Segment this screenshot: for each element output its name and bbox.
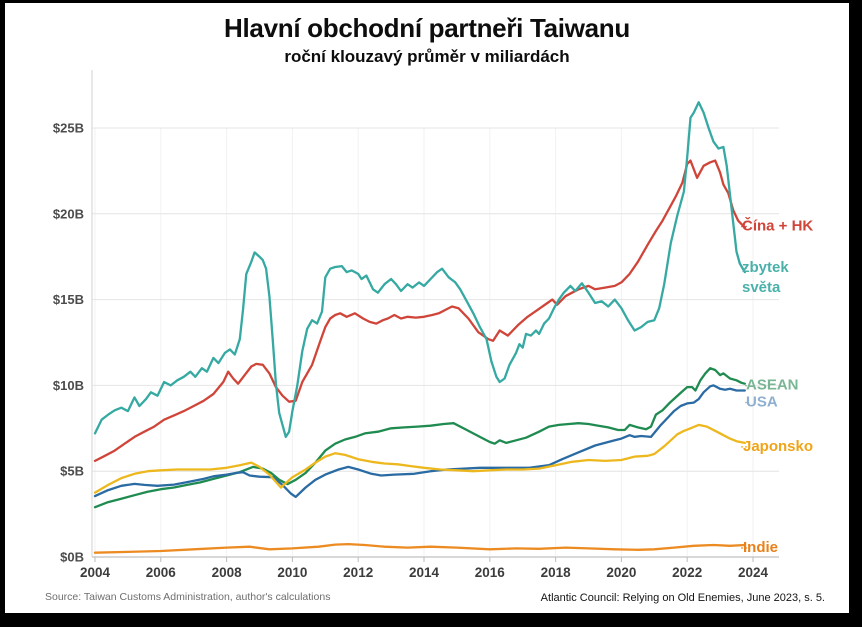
series-line-zbytek-sveta — [93, 101, 746, 439]
x-tick-label: 2006 — [146, 565, 177, 580]
x-tick-label: 2018 — [541, 565, 572, 580]
series-label-indie: Indie — [743, 539, 778, 556]
y-tick-label: $5B — [60, 464, 84, 479]
page-frame: Hlavní obchodní partneři Taiwanu roční k… — [5, 3, 849, 613]
x-tick-label: 2016 — [475, 565, 506, 580]
chart-title: Hlavní obchodní partneři Taiwanu — [224, 13, 630, 43]
series-label-japonsko: Japonsko — [743, 438, 813, 455]
y-tick-label: $20B — [53, 206, 84, 221]
series-label-cina-hk: Čína + HK — [742, 217, 813, 235]
x-tick-label: 2008 — [212, 565, 243, 580]
y-tick-label: $0B — [60, 550, 84, 565]
y-tick-label: $25B — [53, 121, 84, 136]
series-label-zbytek-sveta: světa — [742, 279, 781, 296]
x-tick-label: 2014 — [409, 565, 440, 580]
series-line-indie — [93, 542, 746, 554]
series-line-cina-hk — [93, 159, 746, 463]
source-note: Source: Taiwan Customs Administration, a… — [45, 591, 331, 603]
x-tick-label: 2020 — [606, 565, 636, 580]
chart-subtitle: roční klouzavý průměr v miliardách — [284, 47, 570, 66]
x-tick-label: 2024 — [738, 565, 769, 580]
series-label-zbytek-sveta: zbytek — [742, 259, 789, 276]
y-tick-label: $10B — [53, 378, 84, 393]
series-label-asean: ASEAN — [746, 377, 799, 394]
attribution-note: Atlantic Council: Relying on Old Enemies… — [540, 592, 825, 604]
series-line-usa — [93, 384, 746, 499]
y-tick-label: $15B — [53, 292, 84, 307]
series-line-japonsko — [93, 423, 746, 494]
x-tick-label: 2022 — [672, 565, 702, 580]
x-tick-label: 2004 — [80, 565, 111, 580]
series-label-usa: USA — [746, 394, 778, 411]
x-tick-label: 2010 — [277, 565, 307, 580]
series-line-asean — [93, 367, 746, 509]
x-tick-label: 2012 — [343, 565, 373, 580]
